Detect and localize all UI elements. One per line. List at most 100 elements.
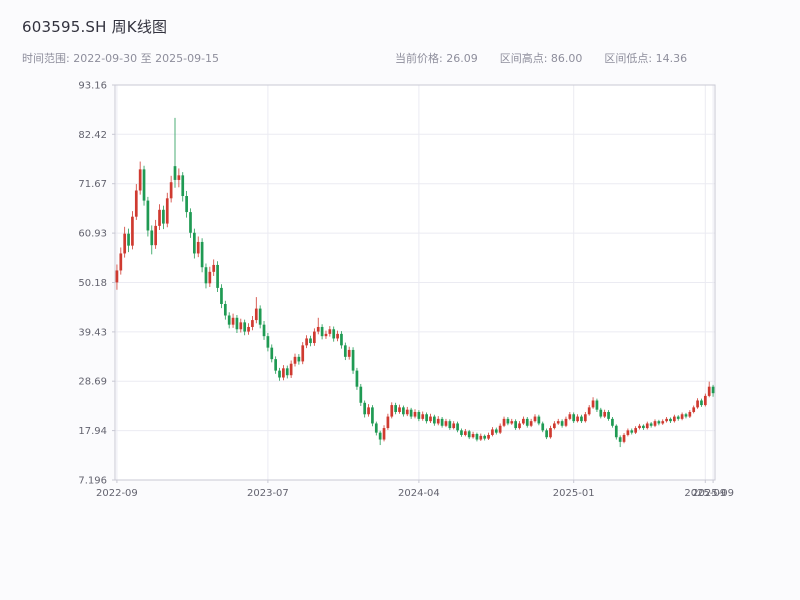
candle [553, 423, 556, 429]
range-low-label: 区间低点: 14.36 [604, 52, 688, 65]
candle [340, 333, 343, 346]
candle [607, 411, 610, 419]
candle [243, 322, 247, 332]
candle [433, 416, 436, 424]
candle [189, 212, 192, 233]
candle [289, 363, 293, 376]
candle [251, 320, 254, 327]
candle [688, 411, 692, 417]
candle [645, 423, 649, 429]
candle [614, 425, 618, 438]
candle [506, 418, 510, 424]
candle [227, 315, 231, 325]
candle [502, 418, 506, 426]
candle [208, 271, 212, 284]
candle [642, 425, 645, 429]
candle [382, 428, 386, 440]
candle [247, 326, 250, 332]
candle [270, 347, 274, 360]
candle [196, 241, 200, 254]
candle [580, 416, 583, 422]
candle [460, 430, 463, 435]
candle [378, 432, 382, 440]
candle [510, 421, 514, 424]
candle [363, 402, 367, 415]
candle [533, 416, 537, 422]
candle [576, 416, 579, 422]
candle [278, 370, 281, 378]
candle [324, 333, 328, 337]
candle [355, 370, 359, 387]
candle [351, 349, 355, 371]
candle [134, 190, 138, 217]
candle [367, 407, 370, 415]
candle [622, 434, 626, 442]
candle [494, 429, 498, 433]
candle [173, 166, 177, 180]
candle [649, 423, 653, 426]
candle [394, 405, 397, 412]
candle [409, 409, 413, 417]
candle [684, 414, 688, 417]
candle [266, 336, 270, 348]
range-high-label: 区间高点: 86.00 [499, 52, 583, 65]
candle [223, 304, 227, 316]
candle [204, 267, 208, 284]
candle [115, 270, 119, 283]
candle [436, 418, 440, 424]
current-price-label: 当前价格: 26.09 [395, 52, 478, 65]
candle [142, 169, 146, 201]
candle [216, 264, 219, 288]
candle [638, 425, 641, 429]
candle [343, 345, 347, 357]
x-tick-label: 2025-09 [684, 488, 726, 499]
candle [529, 421, 533, 426]
candle [560, 421, 564, 426]
candle [657, 421, 661, 424]
candle [707, 386, 711, 396]
candle [556, 421, 560, 424]
candle [301, 345, 305, 362]
candle [537, 416, 541, 424]
candle [456, 423, 459, 431]
x-tick-label: 2025-01 [553, 488, 595, 499]
candle [154, 225, 157, 246]
candle [703, 395, 707, 406]
candle [123, 233, 127, 254]
candle [487, 434, 490, 439]
date-range-label: 时间范围: 2022-09-30 至 2025-09-15 [22, 52, 220, 65]
candle [568, 414, 572, 419]
candle [220, 287, 223, 304]
candle [193, 232, 196, 254]
y-tick-label: 71.67 [78, 179, 107, 190]
candle [150, 230, 154, 246]
candle [336, 333, 339, 339]
candle [162, 209, 165, 224]
candle [514, 421, 517, 429]
candle [634, 428, 637, 433]
candle [545, 430, 548, 438]
candle [583, 414, 587, 422]
candle [398, 407, 401, 412]
candle [181, 175, 185, 197]
y-tick-label: 50.18 [78, 278, 107, 289]
candle [413, 411, 417, 417]
candle [483, 435, 487, 439]
candle [374, 423, 378, 433]
x-tick-label: 2022-09 [96, 488, 138, 499]
candle [564, 418, 568, 426]
candle [673, 416, 676, 422]
candle [669, 418, 672, 422]
candle [541, 423, 545, 431]
candle [146, 200, 150, 231]
y-tick-label: 28.69 [78, 377, 107, 388]
candle [293, 356, 297, 364]
x-tick-label: 2025-09 [692, 488, 734, 499]
y-tick-label: 60.93 [78, 229, 107, 240]
candle [405, 409, 409, 415]
y-tick-label: 7.196 [78, 476, 107, 487]
candle [158, 209, 161, 226]
candle [402, 407, 405, 415]
candle [444, 421, 448, 426]
